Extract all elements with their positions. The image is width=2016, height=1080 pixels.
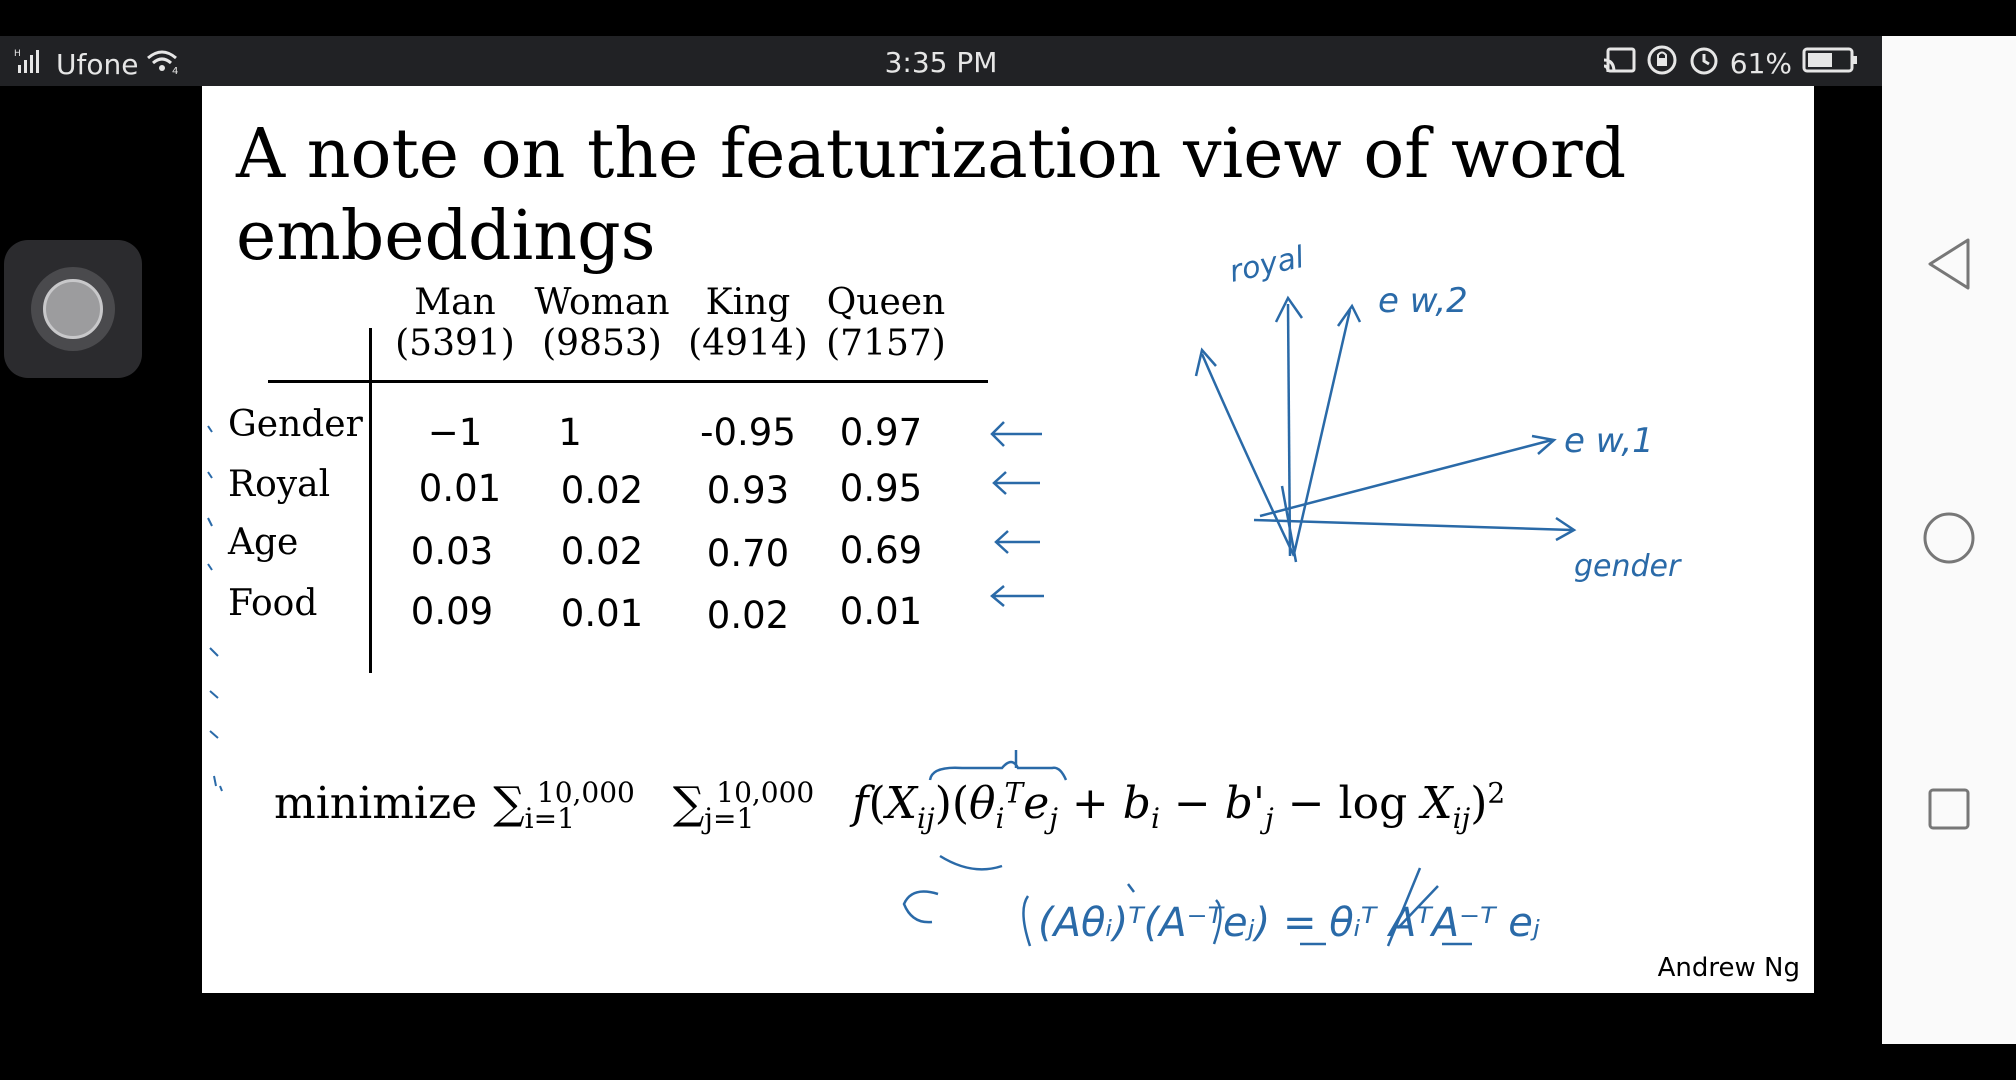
column-index: (5391) [395, 323, 515, 364]
row-feature: Royal [228, 464, 331, 505]
author-credit: Andrew Ng [1657, 953, 1800, 983]
table-cell: 1 [558, 411, 582, 454]
table-cell: 0.97 [839, 411, 923, 454]
e-w2-vector-label: e w,2 [1378, 281, 1468, 321]
table-cell: 0.01 [839, 590, 923, 633]
floating-assistive-button[interactable] [4, 240, 142, 378]
floating-button-core [43, 279, 103, 339]
column-word: Man [414, 282, 496, 323]
row-feature: Food [228, 583, 318, 624]
table-cell: 0.70 [706, 532, 790, 575]
column-header: Queen (7157) [816, 282, 956, 364]
status-bar: H Ufone 4 3:35 PM 61% [0, 36, 1882, 86]
status-left: H Ufone 4 [14, 46, 184, 83]
gender-axis-label: gender [1574, 549, 1682, 584]
table-cell: 0.95 [839, 467, 923, 510]
svg-text:H: H [14, 49, 21, 59]
row-arrows [990, 421, 1044, 607]
column-header: Man (5391) [390, 282, 520, 364]
home-button[interactable] [1882, 500, 2016, 580]
formula-label: minimize [274, 777, 478, 829]
signal-icon: H [14, 47, 50, 82]
column-word: King [705, 282, 791, 323]
home-circle-icon [1921, 510, 1977, 570]
wifi-icon: 4 [144, 46, 184, 83]
table-header-rule [268, 380, 988, 383]
floating-button-ring [31, 267, 115, 351]
svg-text:4: 4 [172, 66, 178, 76]
table-label-rule [369, 328, 372, 673]
expansion-text: (Aθᵢ)ᵀ(A⁻ᵀeⱼ) = θᵢᵀ AᵀA⁻ᵀ eⱼ [1038, 900, 1540, 946]
clock: 3:35 PM [884, 46, 998, 79]
table-cell: 0.93 [706, 469, 790, 512]
table-cell: 0.02 [560, 530, 644, 573]
table-cell: 0.69 [839, 529, 923, 572]
lecture-slide: A note on the featurization view of word… [202, 86, 1814, 993]
lock-rotation-icon [1646, 44, 1678, 83]
column-index: (7157) [826, 323, 946, 364]
table-cell: 0.03 [410, 530, 494, 573]
row-feature: Age [228, 522, 299, 563]
table-cell: 0.02 [560, 469, 644, 512]
column-header: King (4914) [678, 282, 818, 364]
e-w1-vector-label: e w,1 [1564, 421, 1654, 461]
column-word: Queen [826, 282, 946, 323]
column-header: Woman (9853) [522, 282, 682, 364]
alarm-icon [1688, 44, 1720, 83]
row-feature: Gender [228, 404, 363, 445]
status-right: 61% [1602, 44, 1858, 83]
navigation-bar [1882, 36, 2016, 1044]
recents-button[interactable] [1882, 771, 2016, 851]
battery-icon [1802, 46, 1858, 81]
battery-percent: 61% [1729, 47, 1792, 80]
table-cell: -0.95 [700, 411, 796, 454]
table-cell: 0.02 [706, 594, 790, 637]
carrier-name: Ufone [56, 48, 139, 81]
glove-objective-formula: minimize ∑i=110,000 ∑j=110,000 f(Xij)(θiTej… [274, 776, 1505, 834]
vector-diagram [1194, 295, 1577, 563]
column-word: Woman [534, 282, 670, 323]
table-cell: 0.09 [410, 590, 494, 633]
row-tick-marks [207, 425, 223, 792]
back-triangle-icon [1924, 236, 1974, 296]
back-button[interactable] [1882, 226, 2016, 306]
table-cell: 0.01 [560, 592, 644, 635]
slide-title: A note on the featurization view of word… [236, 115, 1627, 276]
table-cell: −1 [427, 411, 483, 454]
column-index: (4914) [688, 323, 808, 364]
cast-icon [1602, 46, 1636, 81]
formula-body: ∑i=110,000 ∑j=110,000 f(Xij)(θiTej + bi − … [493, 776, 1506, 835]
table-cell: 0.01 [418, 467, 502, 510]
column-index: (9853) [542, 323, 662, 364]
recents-square-icon [1926, 786, 1972, 836]
